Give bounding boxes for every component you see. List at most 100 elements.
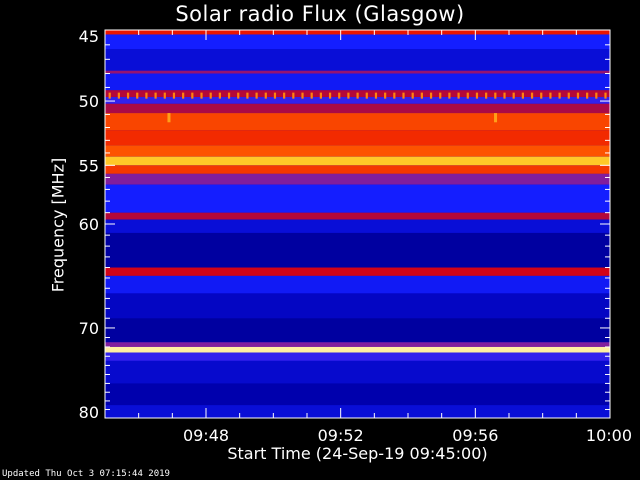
interference-dash [402, 92, 405, 99]
y-tick-label: 80 [79, 403, 99, 422]
x-tick-label: 09:56 [452, 426, 498, 445]
frequency-band [105, 34, 610, 50]
interference-dash [503, 92, 506, 99]
frequency-band [105, 30, 610, 35]
updated-timestamp: Updated Thu Oct 3 07:15:44 2019 [2, 469, 170, 479]
frequency-band [105, 145, 610, 157]
frequency-band [105, 96, 610, 104]
interference-dash [521, 92, 524, 99]
interference-dash [126, 92, 130, 99]
interference-dash [301, 92, 304, 99]
interference-dash [448, 92, 451, 99]
interference-dash [200, 92, 203, 99]
interference-dash [540, 92, 543, 99]
interference-dash [384, 92, 387, 99]
interference-dash [530, 92, 534, 99]
interference-dash [549, 92, 552, 99]
y-axis-label: Frequency [MHz] [48, 157, 68, 293]
frequency-band [105, 184, 610, 213]
frequency-band [105, 103, 610, 114]
axis-ticks: 45 50 55 60 70 80 09:48 09:52 09:56 10:00 [79, 27, 632, 445]
interference-dash [347, 92, 350, 99]
interference-dash [292, 92, 295, 99]
frequency-band [105, 267, 610, 276]
interference-dash [246, 92, 249, 99]
y-tick-label: 70 [79, 319, 99, 338]
frequency-band [105, 383, 610, 406]
interference-dash [154, 92, 157, 99]
interference-dash [237, 92, 240, 99]
interference-dash [319, 92, 322, 99]
interference-dash [439, 92, 442, 99]
interference-dash [328, 92, 332, 99]
frequency-band [105, 405, 610, 418]
frequency-band [105, 342, 610, 347]
chart-title: Solar radio Flux (Glasgow) [175, 2, 465, 26]
interference-dash [145, 92, 148, 99]
interference-dash [283, 92, 286, 99]
interference-dash [136, 92, 139, 99]
interference-dash [191, 92, 194, 99]
burst-spike [167, 113, 171, 123]
interference-dash [393, 92, 396, 99]
y-tick-label: 45 [79, 27, 99, 46]
frequency-band [105, 360, 610, 384]
frequency-band [105, 293, 610, 319]
frequency-band [105, 232, 610, 268]
frequency-band [105, 156, 610, 166]
x-tick-label: 09:48 [183, 426, 229, 445]
frequency-band [105, 346, 610, 353]
interference-dash [411, 92, 414, 99]
frequency-band [105, 173, 610, 185]
frequency-band [105, 219, 610, 233]
interference-dash [595, 92, 598, 99]
interference-dash [429, 92, 433, 99]
interference-dash [182, 92, 185, 99]
interference-dash [420, 92, 423, 99]
interference-dash [356, 92, 359, 99]
frequency-band [105, 130, 610, 146]
interference-dash [218, 92, 221, 99]
interference-dash [494, 92, 497, 99]
frequency-band [105, 212, 610, 220]
interference-dash [512, 92, 515, 99]
interference-dash [310, 92, 313, 99]
interference-dash [485, 92, 488, 99]
interference-dash [475, 92, 479, 99]
frequency-band [105, 318, 610, 343]
interference-dash [558, 92, 561, 99]
interference-dash [264, 92, 267, 99]
interference-dash [273, 92, 277, 99]
interference-dash [163, 92, 166, 99]
heatmap-area [105, 30, 610, 418]
interference-dash [586, 92, 589, 99]
frequency-band [105, 70, 610, 74]
interference-dash [172, 92, 176, 99]
x-axis-label: Start Time (24-Sep-19 09:45:00) [227, 444, 488, 463]
frequency-band [105, 275, 610, 294]
interference-dash [576, 92, 580, 99]
interference-dash [255, 92, 258, 99]
interference-dash [227, 92, 231, 99]
frequency-band [105, 352, 610, 361]
frequency-band [105, 73, 610, 91]
interference-dash [338, 92, 341, 99]
interference-dash [117, 92, 120, 99]
interference-dash [457, 92, 460, 99]
interference-dash [108, 92, 111, 99]
interference-dash [374, 92, 378, 99]
frequency-band [105, 165, 610, 174]
interference-dash [365, 92, 368, 99]
interference-dash [567, 92, 570, 99]
interference-dash [604, 92, 607, 99]
interference-dash [466, 92, 469, 99]
x-tick-label: 10:00 [586, 426, 632, 445]
burst-spike [494, 113, 498, 123]
y-tick-label: 55 [79, 156, 99, 175]
x-tick-label: 09:52 [318, 426, 364, 445]
frequency-band [105, 113, 610, 131]
frequency-band [105, 49, 610, 71]
y-tick-label: 50 [79, 92, 99, 111]
interference-dash [209, 92, 212, 99]
